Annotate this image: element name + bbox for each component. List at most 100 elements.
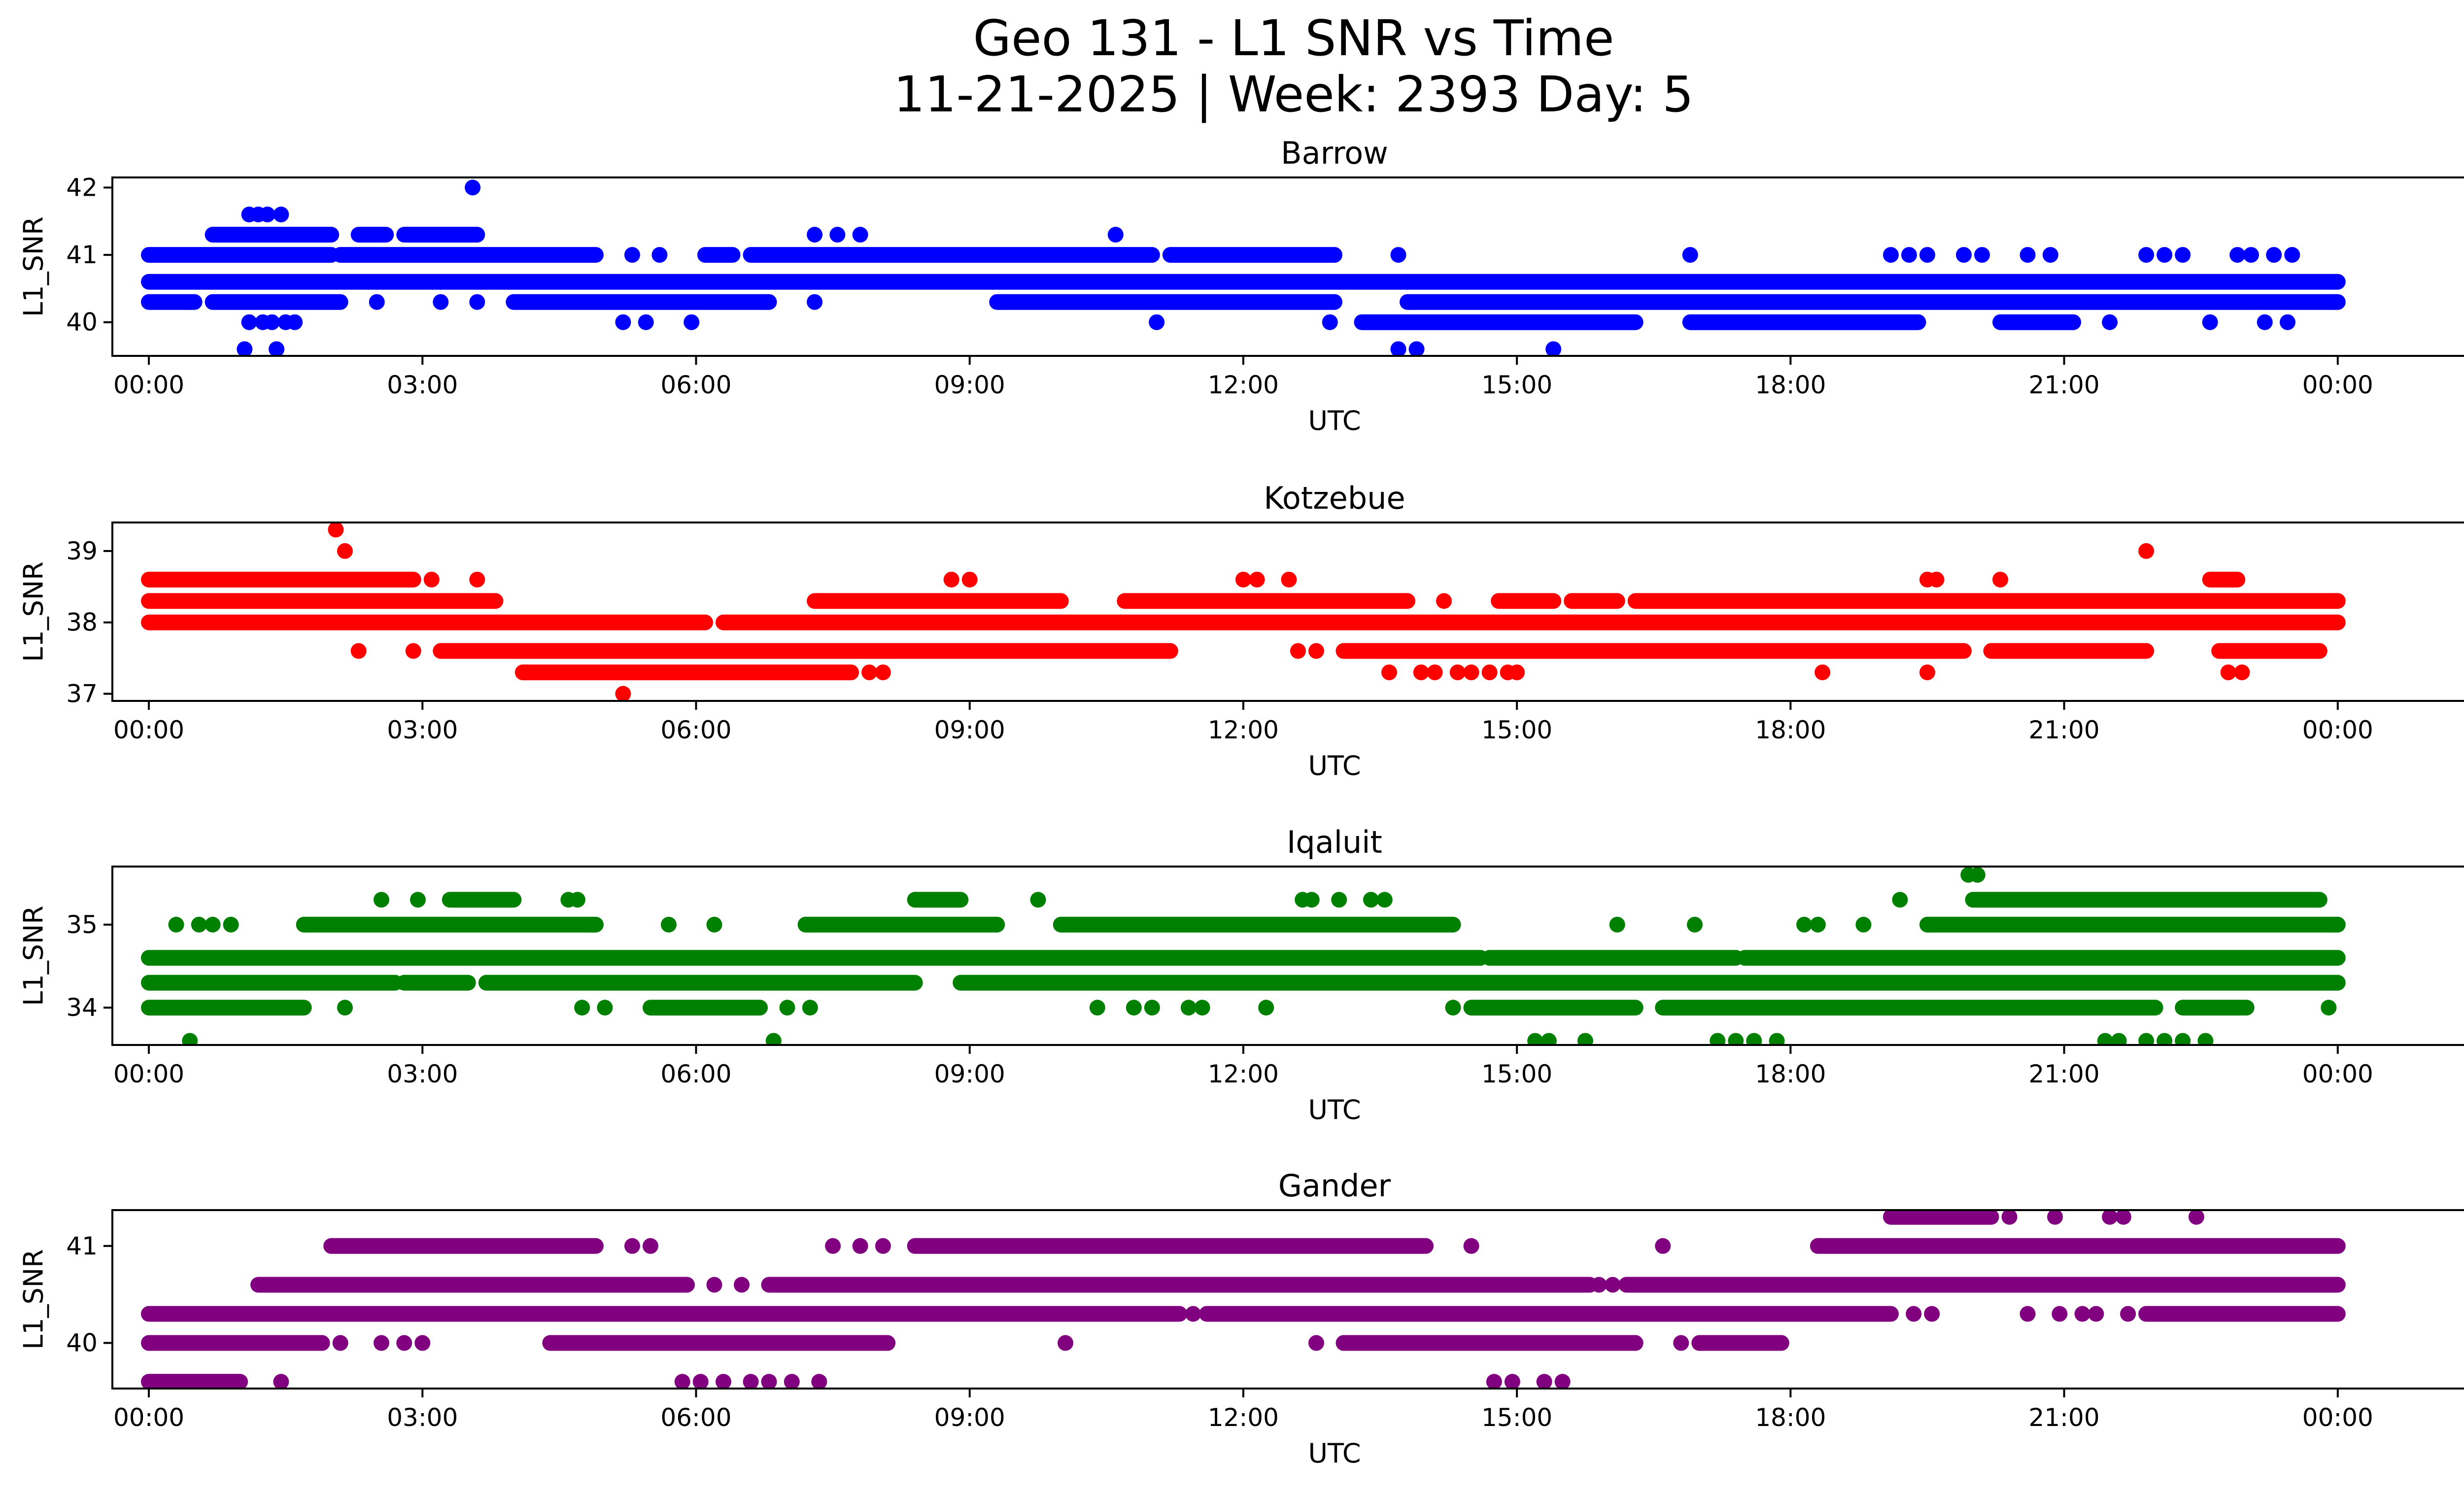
data-point xyxy=(1290,643,1306,659)
data-point xyxy=(1906,1306,1922,1322)
x-axis-label: UTC xyxy=(1308,405,1361,436)
data-point xyxy=(373,892,389,908)
data-point xyxy=(1728,1033,1744,1045)
data-point xyxy=(1381,664,1398,681)
data-point xyxy=(2234,664,2250,681)
data-point xyxy=(396,1335,412,1351)
data-point xyxy=(2156,247,2173,263)
data-point xyxy=(337,1000,353,1016)
data-point xyxy=(2019,247,2036,263)
axes-frame xyxy=(111,866,2464,1046)
data-point xyxy=(861,664,878,681)
x-tick-label: 21:00 xyxy=(2029,716,2100,744)
data-point xyxy=(1331,892,1347,908)
data-point xyxy=(2257,314,2273,330)
data-point xyxy=(624,247,640,263)
x-tick-label: 09:00 xyxy=(934,1060,1005,1088)
data-point xyxy=(1144,1000,1160,1016)
x-tick-label: 15:00 xyxy=(1481,716,1552,744)
data-point xyxy=(1746,1033,1762,1045)
y-tick-label: 40 xyxy=(66,1329,98,1357)
data-point xyxy=(2052,1306,2068,1322)
data-point xyxy=(2074,1306,2090,1322)
data-point xyxy=(1481,664,1498,681)
data-point xyxy=(1413,664,1429,681)
data-point xyxy=(734,1277,750,1293)
figure-title-line2: 11-21-2025 | Week: 2393 Day: 5 xyxy=(893,66,1693,123)
y-axis-label: L1_SNR xyxy=(18,905,49,1006)
data-point xyxy=(2284,247,2300,263)
data-point xyxy=(1509,664,1525,681)
x-tick-label: 03:00 xyxy=(387,371,458,399)
data-point xyxy=(1882,247,1899,263)
x-tick-label: 21:00 xyxy=(2029,371,2100,399)
data-point xyxy=(2280,314,2296,330)
data-point xyxy=(2001,1210,2018,1225)
data-point xyxy=(2138,543,2155,559)
x-tick-label: 18:00 xyxy=(1755,716,1826,744)
x-tick-label: 15:00 xyxy=(1481,1060,1552,1088)
data-point xyxy=(1687,916,1703,933)
data-point xyxy=(743,1374,759,1389)
data-point xyxy=(1185,1306,1201,1322)
data-point xyxy=(2175,247,2191,263)
data-point xyxy=(205,916,221,933)
data-point xyxy=(350,643,367,659)
data-point xyxy=(1769,1033,1785,1045)
subplot-title: Barrow xyxy=(1281,135,1388,171)
data-point xyxy=(273,1374,289,1389)
y-tick-label: 39 xyxy=(66,537,98,565)
x-tick-label: 00:00 xyxy=(2302,1060,2373,1088)
data-point xyxy=(2229,247,2246,263)
data-point xyxy=(223,916,239,933)
data-point xyxy=(765,1033,782,1045)
data-point xyxy=(615,686,631,701)
data-point xyxy=(1710,1033,1726,1045)
data-point xyxy=(811,1374,827,1389)
data-point xyxy=(597,1000,613,1016)
data-point xyxy=(1919,247,1935,263)
y-tick-label: 37 xyxy=(66,680,98,708)
data-point xyxy=(287,314,303,330)
x-tick-label: 09:00 xyxy=(934,716,1005,744)
subplot-gander: Gander L1_SNR UTC 00:00 03:00 06:00 09:00 12:00… xyxy=(18,1168,2464,1469)
data-point xyxy=(1445,1000,1461,1016)
x-tick-label: 00:00 xyxy=(113,371,184,399)
data-point xyxy=(2102,1210,2118,1225)
data-point xyxy=(802,1000,818,1016)
data-point xyxy=(2224,571,2241,588)
data-point xyxy=(825,1238,841,1254)
data-point xyxy=(2042,247,2058,263)
data-point xyxy=(2088,1306,2104,1322)
data-point xyxy=(1436,593,1452,609)
x-tick-label: 06:00 xyxy=(660,1403,731,1432)
data-point xyxy=(1655,1238,1671,1254)
x-axis-label: UTC xyxy=(1308,1094,1361,1125)
x-tick-label: 12:00 xyxy=(1208,1403,1279,1432)
x-tick-label: 03:00 xyxy=(387,1060,458,1088)
y-tick-label: 42 xyxy=(66,173,98,202)
data-point xyxy=(1810,916,1826,933)
data-point xyxy=(784,1374,800,1389)
data-point xyxy=(1536,1374,1552,1389)
figure-title-line1: Geo 131 - L1 SNR vs Time xyxy=(973,9,1614,67)
y-axis-label: L1_SNR xyxy=(18,561,49,662)
data-point xyxy=(465,179,481,196)
data-point xyxy=(332,1335,348,1351)
data-point xyxy=(569,892,585,908)
data-point xyxy=(684,314,700,330)
subplot-panels: Barrow L1_SNR UTC 00:00 03:00 06:00 09:00 12:00… xyxy=(18,135,2464,1469)
y-tick-label: 41 xyxy=(66,241,98,269)
data-point xyxy=(273,207,289,223)
x-tick-label: 18:00 xyxy=(1755,1060,1826,1088)
data-point xyxy=(1126,1000,1142,1016)
x-tick-label: 12:00 xyxy=(1208,1060,1279,1088)
data-point xyxy=(1855,916,1872,933)
data-point xyxy=(1992,571,2009,588)
data-point xyxy=(574,1000,590,1016)
data-point xyxy=(1919,664,1935,681)
x-axis-label: UTC xyxy=(1308,750,1361,781)
x-tick-label: 00:00 xyxy=(2302,1403,2373,1432)
data-point xyxy=(1892,892,1908,908)
